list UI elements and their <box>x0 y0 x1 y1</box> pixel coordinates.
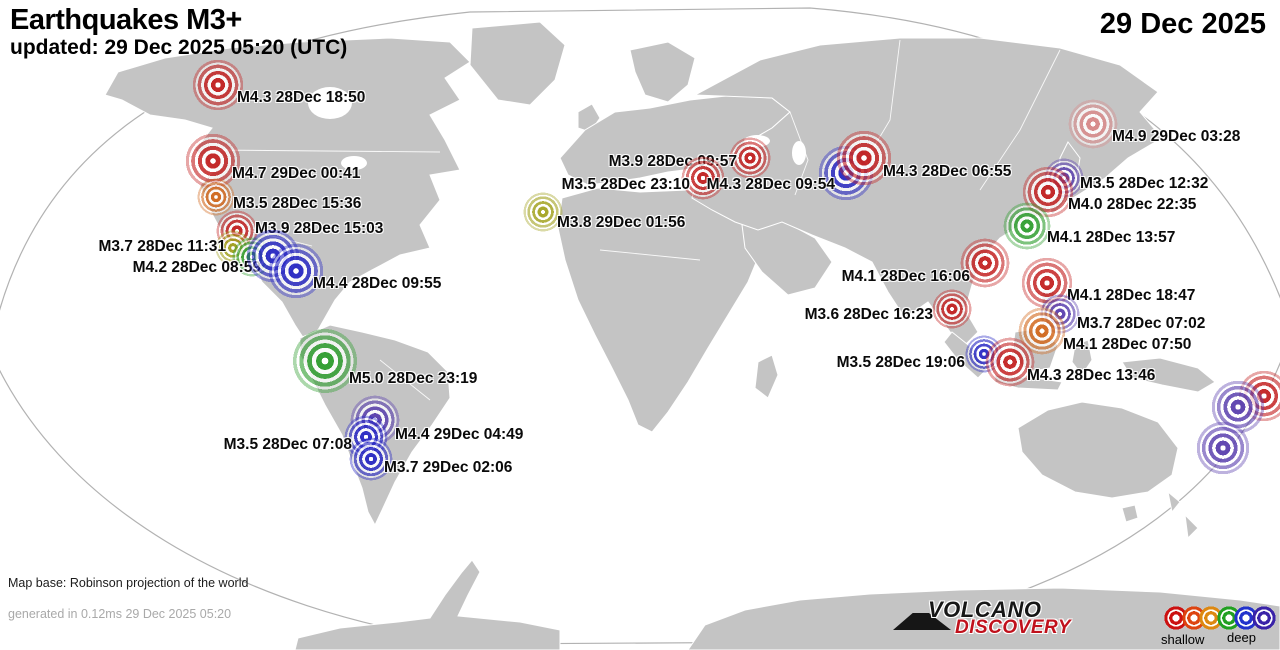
landmass-north-america <box>104 37 471 346</box>
quake-marker[interactable] <box>681 156 725 200</box>
quake-label[interactable]: M4.2 28Dec 08:59 <box>132 259 261 276</box>
landmass-scandinavia <box>629 41 696 103</box>
quake-marker[interactable] <box>729 137 771 179</box>
quake-label[interactable]: M4.9 29Dec 03:28 <box>1112 128 1241 145</box>
quake-marker[interactable] <box>523 192 563 232</box>
caspian-sea <box>792 141 806 165</box>
landmass-tasmania <box>1121 504 1139 523</box>
quake-label[interactable]: M3.5 28Dec 15:36 <box>233 195 362 212</box>
quake-label[interactable]: M4.1 28Dec 18:47 <box>1067 287 1196 304</box>
page-title: Earthquakes M3+ <box>10 4 242 36</box>
quake-label[interactable]: M4.1 28Dec 13:57 <box>1047 229 1176 246</box>
quake-label[interactable]: M4.7 29Dec 00:41 <box>232 165 361 182</box>
great-lakes <box>341 156 367 170</box>
quake-marker[interactable] <box>932 289 972 329</box>
quake-label[interactable]: M4.4 28Dec 09:55 <box>313 275 442 292</box>
quake-label[interactable]: M3.5 28Dec 07:08 <box>223 436 352 453</box>
legend-deep-label: deep <box>1227 630 1256 645</box>
landmass-australia <box>1017 401 1179 499</box>
quake-marker[interactable] <box>1196 421 1250 475</box>
quake-label[interactable]: M3.7 28Dec 11:31 <box>98 238 226 255</box>
quake-marker[interactable] <box>985 337 1035 387</box>
landmass-greenland <box>469 21 566 106</box>
quake-label[interactable]: M3.7 29Dec 02:06 <box>384 459 513 476</box>
quake-label[interactable]: M4.1 28Dec 16:06 <box>841 268 970 285</box>
quake-label[interactable]: M4.3 28Dec 13:46 <box>1027 367 1156 384</box>
quake-marker[interactable] <box>292 328 358 394</box>
landmass-antarctica-east <box>687 587 1280 650</box>
quake-label[interactable]: M3.5 28Dec 19:06 <box>836 354 965 371</box>
quake-label[interactable]: M3.8 29Dec 01:56 <box>557 214 686 231</box>
border-line <box>211 149 441 153</box>
map-base-note: Map base: Robinson projection of the wor… <box>8 576 249 590</box>
quake-marker[interactable] <box>192 59 244 111</box>
landmass-antarctica-west <box>294 559 561 650</box>
border-line <box>979 49 1061 191</box>
quake-label[interactable]: M4.4 29Dec 04:49 <box>395 426 524 443</box>
quake-marker[interactable] <box>1068 99 1118 149</box>
quake-marker[interactable] <box>960 238 1010 288</box>
quake-label[interactable]: M4.0 28Dec 22:35 <box>1068 196 1197 213</box>
hudson-bay <box>308 87 352 119</box>
landmass-new-guinea <box>1121 357 1216 393</box>
logo-text-discovery: DISCOVERY <box>955 617 1072 638</box>
quake-label[interactable]: M3.5 28Dec 23:10 <box>561 176 690 193</box>
quake-label[interactable]: M4.3 28Dec 18:50 <box>237 89 366 106</box>
quake-label[interactable]: M3.6 28Dec 16:23 <box>804 306 933 323</box>
quake-marker[interactable] <box>836 130 892 186</box>
depth-legend: shallow deep <box>1161 606 1276 648</box>
quake-label[interactable]: M5.0 28Dec 23:19 <box>349 370 478 387</box>
logo-text-volcano: VOLCANO <box>928 597 1042 622</box>
quake-label[interactable]: M4.1 28Dec 07:50 <box>1063 336 1192 353</box>
generated-note: generated in 0.12ms 29 Dec 2025 05:20 <box>8 607 232 621</box>
legend-depth-dot <box>1251 606 1276 630</box>
quake-label[interactable]: M4.3 28Dec 09:54 <box>706 176 835 193</box>
border-line <box>379 359 431 401</box>
quake-marker[interactable] <box>349 437 393 481</box>
border-line <box>789 111 809 196</box>
landmass-new-zealand <box>1167 490 1199 540</box>
quake-label[interactable]: M4.3 28Dec 06:55 <box>883 163 1012 180</box>
quake-marker[interactable] <box>268 243 324 299</box>
quake-label[interactable]: M3.5 28Dec 12:32 <box>1080 175 1209 192</box>
landmass-madagascar <box>754 354 779 399</box>
quake-marker[interactable] <box>197 178 235 216</box>
quake-marker[interactable] <box>1003 202 1051 250</box>
quake-label[interactable]: M3.7 28Dec 07:02 <box>1077 315 1206 332</box>
border-line <box>599 249 701 261</box>
legend-shallow-label: shallow <box>1161 632 1205 647</box>
volcano-discovery-logo[interactable]: VOLCANO DISCOVERY <box>893 597 1071 641</box>
landmass-sulawesi <box>1071 339 1093 376</box>
updated-timestamp: updated: 29 Dec 2025 05:20 (UTC) <box>10 36 348 59</box>
map-date: 29 Dec 2025 <box>1099 8 1266 40</box>
